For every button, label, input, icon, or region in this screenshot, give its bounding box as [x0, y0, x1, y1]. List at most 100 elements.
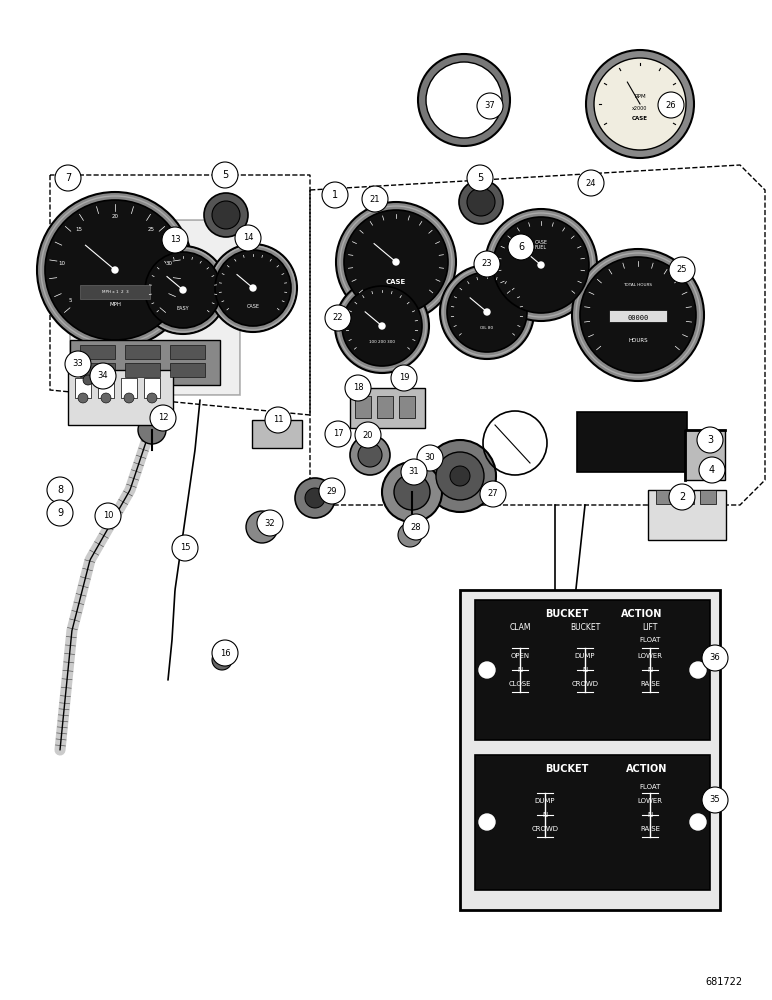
Text: 17: 17	[333, 430, 344, 438]
Circle shape	[394, 474, 430, 510]
Circle shape	[699, 457, 725, 483]
Circle shape	[690, 662, 706, 678]
Circle shape	[336, 202, 456, 322]
Text: 11: 11	[273, 416, 283, 424]
Text: CASE: CASE	[246, 304, 259, 308]
Text: 5: 5	[69, 298, 73, 303]
Bar	[125, 363, 160, 377]
Text: CLAM: CLAM	[510, 624, 531, 633]
Circle shape	[459, 180, 503, 224]
Bar	[355, 396, 371, 418]
Circle shape	[702, 787, 728, 813]
Bar	[678, 490, 694, 504]
Circle shape	[162, 227, 188, 253]
Text: 34: 34	[98, 371, 108, 380]
Circle shape	[391, 365, 417, 391]
Text: BUCKET: BUCKET	[570, 624, 600, 633]
Text: 33: 33	[73, 360, 83, 368]
Text: 23: 23	[482, 259, 493, 268]
Text: 10: 10	[103, 512, 113, 520]
Text: 21: 21	[370, 194, 381, 204]
Bar	[70, 220, 240, 395]
Circle shape	[508, 234, 534, 260]
Circle shape	[319, 478, 345, 504]
Circle shape	[124, 393, 134, 403]
Text: 24: 24	[586, 178, 596, 188]
Circle shape	[101, 393, 111, 403]
Circle shape	[322, 182, 348, 208]
Circle shape	[379, 323, 385, 329]
Bar	[475, 755, 710, 890]
Circle shape	[138, 416, 166, 444]
Bar	[700, 490, 716, 504]
Circle shape	[150, 405, 176, 431]
Text: 18: 18	[353, 383, 364, 392]
Text: 7: 7	[65, 173, 71, 183]
Text: MPH: MPH	[109, 302, 121, 308]
Circle shape	[477, 93, 503, 119]
Text: 3: 3	[707, 435, 713, 445]
Circle shape	[212, 162, 238, 188]
Circle shape	[440, 265, 534, 359]
Text: N: N	[517, 667, 523, 673]
Circle shape	[572, 249, 704, 381]
Text: 681722: 681722	[705, 977, 742, 987]
Bar	[399, 396, 415, 418]
Circle shape	[335, 279, 429, 373]
Bar	[75, 378, 91, 398]
Circle shape	[345, 375, 371, 401]
Circle shape	[47, 477, 73, 503]
Text: 22: 22	[333, 314, 344, 322]
Circle shape	[697, 427, 723, 453]
Bar	[685, 430, 725, 480]
Circle shape	[325, 305, 351, 331]
Text: 29: 29	[327, 487, 337, 495]
Text: HOURS: HOURS	[628, 338, 648, 342]
Text: N: N	[543, 812, 547, 818]
Text: RPM: RPM	[634, 94, 646, 99]
Bar	[170, 345, 205, 359]
Text: 30: 30	[425, 454, 435, 462]
Text: 15: 15	[76, 227, 83, 232]
Circle shape	[83, 375, 93, 385]
Bar	[377, 396, 393, 418]
Circle shape	[78, 393, 88, 403]
Text: DUMP: DUMP	[574, 653, 595, 659]
Text: 13: 13	[170, 235, 181, 244]
Circle shape	[95, 503, 121, 529]
Circle shape	[480, 481, 506, 507]
Text: 00000: 00000	[628, 315, 648, 321]
Bar	[70, 340, 220, 385]
Circle shape	[580, 257, 696, 373]
Text: 32: 32	[265, 518, 276, 528]
Text: CLOSE: CLOSE	[509, 681, 531, 687]
Circle shape	[690, 814, 706, 830]
Text: CASE: CASE	[386, 279, 406, 285]
Text: 10: 10	[58, 261, 65, 266]
Text: 26: 26	[665, 101, 676, 109]
Circle shape	[393, 259, 399, 265]
FancyBboxPatch shape	[460, 590, 720, 910]
Text: OPEN: OPEN	[510, 653, 530, 659]
Text: 15: 15	[180, 544, 190, 552]
Circle shape	[246, 511, 278, 543]
Circle shape	[669, 257, 695, 283]
Text: 27: 27	[488, 489, 498, 498]
Text: 100 200 300: 100 200 300	[369, 340, 395, 344]
Circle shape	[403, 514, 429, 540]
Circle shape	[145, 252, 221, 328]
Text: 19: 19	[399, 373, 409, 382]
Text: CROWD: CROWD	[571, 681, 598, 687]
Text: 30: 30	[165, 261, 172, 266]
Circle shape	[467, 165, 493, 191]
Circle shape	[479, 662, 495, 678]
Text: 37: 37	[485, 102, 496, 110]
Circle shape	[55, 165, 81, 191]
Text: RAISE: RAISE	[640, 681, 660, 687]
Text: CASE
FUEL: CASE FUEL	[534, 240, 547, 250]
Text: MPH x 1  2  3: MPH x 1 2 3	[102, 290, 128, 294]
Circle shape	[147, 393, 157, 403]
Text: 35: 35	[709, 796, 720, 804]
Text: 31: 31	[408, 468, 419, 477]
Circle shape	[344, 210, 448, 314]
